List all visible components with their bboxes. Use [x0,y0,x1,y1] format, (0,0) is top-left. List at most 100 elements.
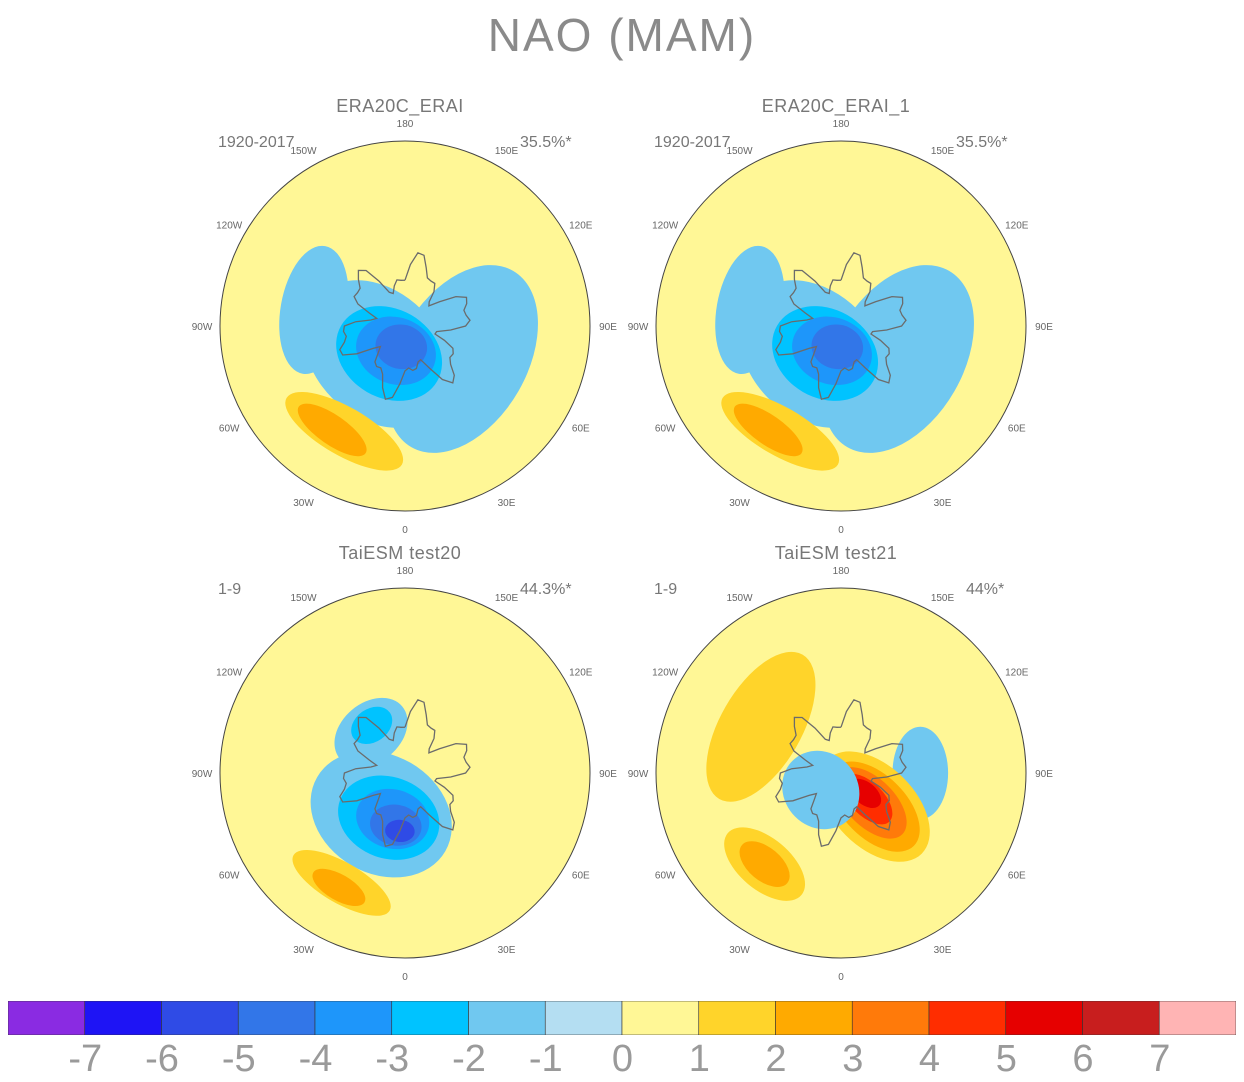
longitude-label: 120E [1005,221,1029,232]
longitude-label: 120W [216,221,243,232]
colorbar-tick: 4 [918,1038,941,1080]
colorbar-swatch [928,1001,1007,1035]
panel-variance: 44%* [966,581,1005,598]
colorbar-tick: -4 [298,1038,333,1080]
longitude-label: 30W [729,498,750,509]
longitude-label: 30E [498,498,516,509]
longitude-label: 120E [569,668,593,679]
longitude-label: 90E [599,769,617,780]
colorbar-tick: -6 [145,1038,179,1080]
polar-map: 180 150E 120E 90E 60E 30E 0 30W 60W 90W 120W 150W [628,566,1054,983]
coastline [775,698,907,847]
longitude-label: 90W [628,322,649,333]
longitude-label: 150W [290,146,317,157]
map-panel-taiesm-test20: TaiESM test20 1-9 44.3%* 180 150E 120E 90E 6… [190,543,790,983]
longitude-label: 150W [726,146,753,157]
anomaly-contour [351,706,393,745]
panel-title: ERA20C_ERAI_1 [761,96,911,116]
colorbar-swatch [775,1001,853,1035]
colorbar-tick: 6 [1072,1038,1094,1080]
panel-period: 1920-2017 [654,134,731,151]
longitude-label: 0 [838,972,844,983]
map-border [219,587,591,959]
longitude-label: 0 [402,972,408,983]
panel-period: 1920-2017 [218,134,295,151]
longitude-label: 90W [192,322,213,333]
colorbar-swatch [1082,1001,1160,1035]
map-border [655,587,1027,959]
map-border [655,140,1027,512]
longitude-label: 30E [934,498,952,509]
longitude-label: 180 [833,119,850,130]
colorbar-tick: 5 [995,1038,1017,1080]
panel-title: ERA20C_ERAI [336,96,464,116]
colorbar-tick: -3 [375,1038,410,1080]
colorbar-swatch [391,1001,469,1035]
panel-period: 1-9 [218,581,242,598]
colorbar-tick: 0 [611,1038,634,1080]
anomaly-contour [312,868,366,906]
polar-map: 180 150E 120E 90E 60E 30E 0 30W 60W 90W 120W 150W [192,119,618,536]
anomaly-contour [733,403,803,457]
longitude-label: 60E [1008,424,1026,435]
longitude-label: 120E [1005,668,1029,679]
anomaly-contour [752,218,876,285]
colorbar-swatch [84,1001,162,1035]
longitude-label: 150E [495,146,519,157]
colorbar-tick: -5 [221,1038,256,1080]
colorbar-tick: 2 [765,1038,787,1080]
longitude-label: 90E [1035,769,1053,780]
longitude-label: 180 [833,566,850,577]
colorbar-swatch [544,1001,623,1035]
anomaly-contour [391,632,525,731]
longitude-label: 150E [931,593,955,604]
colorbar [8,1001,1236,1035]
longitude-label: 0 [402,525,408,536]
colorbar-swatch [314,1001,393,1035]
anomaly-contour [739,841,790,887]
colorbar-swatch [237,1001,316,1035]
longitude-label: 150W [290,593,317,604]
longitude-label: 180 [397,119,414,130]
longitude-label: 60E [572,871,590,882]
anomaly-contour [375,324,428,370]
colorbar-swatch [8,1001,86,1035]
polar-map: 180 150E 120E 90E 60E 30E 0 30W 60W 90W 120W 150W [192,566,618,983]
panel-period: 1-9 [654,581,678,598]
longitude-label: 30E [498,945,516,956]
longitude-label: 150E [495,593,519,604]
longitude-label: 90W [628,769,649,780]
longitude-label: 60W [219,871,240,882]
colorbar-swatch [698,1001,776,1035]
longitude-label: 90E [599,322,617,333]
colorbar-tick: -1 [528,1038,563,1080]
longitude-label: 90W [192,769,213,780]
figure-title: NAO (MAM) [487,9,757,61]
polar-map: 180 150E 120E 90E 60E 30E 0 30W 60W 90W 120W 150W [628,119,1054,536]
map-panel-era20c-erai: ERA20C_ERAI 1920-2017 35.5%* 180 150E 120E… [190,96,790,536]
longitude-label: 150E [931,146,955,157]
coastline [339,251,471,400]
colorbar-swatch [1158,1001,1236,1035]
longitude-label: 60W [655,424,676,435]
coastline [339,698,471,847]
map-border [219,140,591,512]
colorbar-tick: 1 [688,1038,710,1080]
panel-variance: 35.5%* [956,134,1008,151]
longitude-label: 30W [293,498,314,509]
anomaly-contour [316,218,440,285]
longitude-label: 60E [572,424,590,435]
coastline [775,251,907,400]
colorbar-swatch [161,1001,239,1035]
longitude-label: 150W [726,593,753,604]
longitude-label: 120W [216,668,243,679]
longitude-label: 180 [397,566,414,577]
panel-variance: 35.5%* [520,134,572,151]
anomaly-contour [297,403,367,457]
colorbar-tick: 7 [1149,1038,1171,1080]
panel-title: TaiESM test20 [338,543,462,563]
longitude-label: 30E [934,945,952,956]
longitude-label: 60E [1008,871,1026,882]
longitude-label: 120W [652,668,679,679]
longitude-label: 30W [293,945,314,956]
